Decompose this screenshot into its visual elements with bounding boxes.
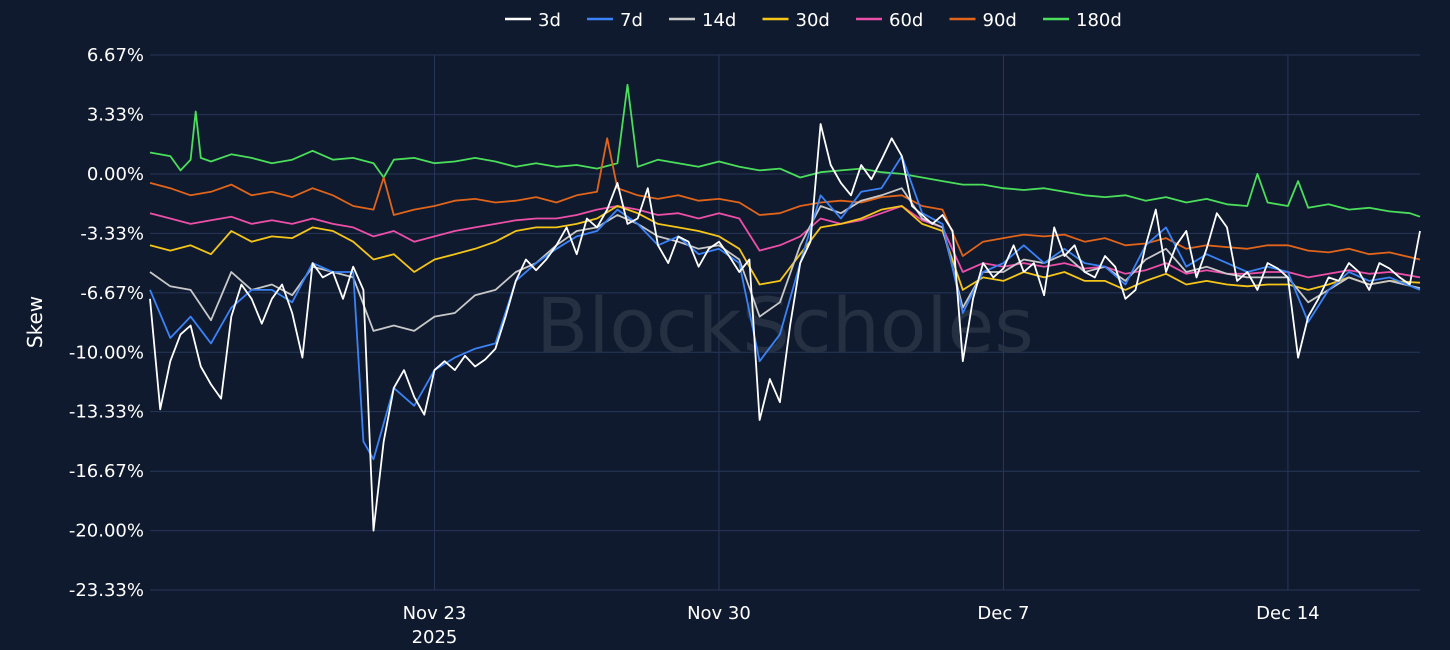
legend-label-30d: 30d [796, 10, 830, 31]
series-lines [149, 83, 1421, 532]
x-tick-label: Nov 30 [687, 603, 751, 624]
series-line-3d [149, 123, 1421, 532]
y-tick-label: 6.67% [87, 45, 144, 66]
series-line-90d [149, 137, 1421, 261]
legend-label-7d: 7d [620, 10, 643, 31]
legend-label-60d: 60d [889, 10, 923, 31]
legend-label-14d: 14d [702, 10, 736, 31]
y-axis-tick-labels: 6.67% 3.33% 0.00% -3.33% -6.67% -10.00% -13.33… [69, 45, 144, 601]
x-tick-sublabel: 2025 [412, 627, 458, 648]
legend-label-3d: 3d [538, 10, 561, 31]
y-tick-label: -16.67% [69, 461, 144, 482]
series-line-7d [149, 155, 1421, 461]
y-tick-label: -20.00% [69, 521, 144, 542]
x-tick-label: Nov 23 [403, 603, 467, 624]
y-tick-label: -6.67% [80, 283, 144, 304]
x-tick-label: Dec 14 [1256, 603, 1319, 624]
y-tick-label: -10.00% [69, 342, 144, 363]
y-tick-label: 0.00% [87, 164, 144, 185]
y-tick-label: 3.33% [87, 105, 144, 126]
grid-lines [150, 54, 1420, 591]
legend: 3d 7d 14d 30d 60d 90d 180d [505, 10, 1122, 31]
series-line-30d [149, 205, 1421, 291]
series-line-180d [149, 83, 1421, 218]
x-tick-label: Dec 7 [977, 603, 1029, 624]
series-line-60d [149, 205, 1421, 279]
y-axis-title: Skew [23, 296, 47, 348]
y-tick-label: -3.33% [80, 223, 144, 244]
y-tick-label: -13.33% [69, 402, 144, 423]
legend-label-90d: 90d [983, 10, 1017, 31]
legend-label-180d: 180d [1076, 10, 1122, 31]
watermark-text: BlockScholes [536, 281, 1034, 370]
x-axis-tick-labels: Nov 23 2025 Nov 30 Dec 7 Dec 14 [403, 603, 1320, 648]
y-tick-label: -23.33% [69, 580, 144, 601]
